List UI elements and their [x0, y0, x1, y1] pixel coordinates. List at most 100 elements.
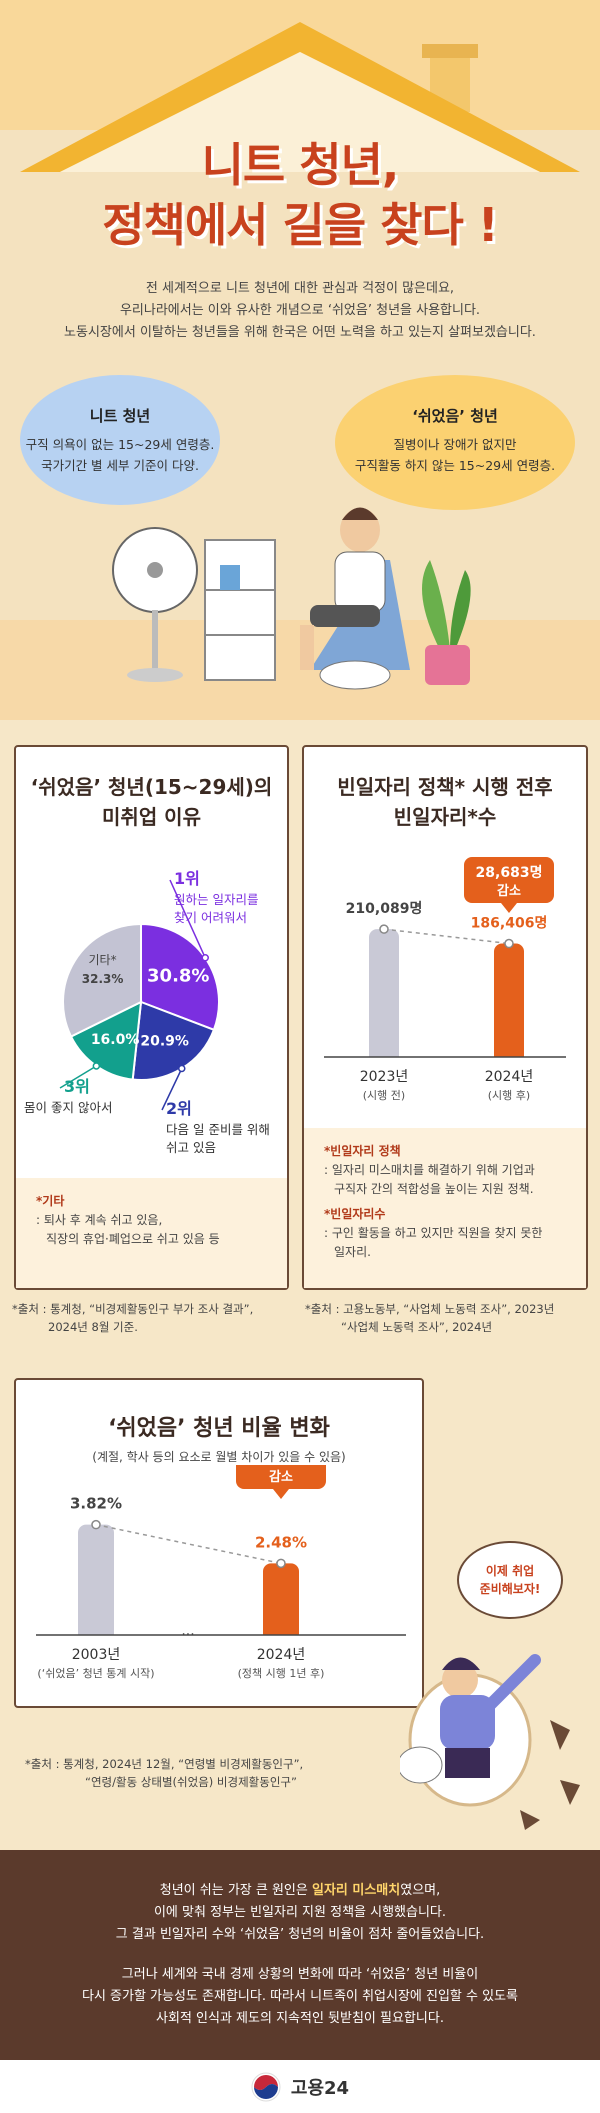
card-title-line: 미취업 이유 — [102, 805, 201, 829]
bar — [494, 943, 524, 1057]
x-tick-sublabel: (정책 시행 1년 후) — [238, 1667, 325, 1680]
category-label: 다음 일 준비를 위해 — [166, 1122, 270, 1137]
summary-text: 이에 맞춰 정부는 빈일자리 지원 정책을 시행했습니다. — [153, 1905, 447, 1920]
logo-bar: 고용24 — [0, 2060, 600, 2113]
speech-bubble: 이제 취업 준비해보자! — [457, 1541, 563, 1619]
slice-category-label: 기타* — [89, 953, 117, 967]
bubble-title: 니트 청년 — [89, 407, 151, 425]
breaking-wall-illustration: 이제 취업 준비해보자! — [400, 1541, 580, 1830]
note-line: 일자리. — [334, 1245, 371, 1259]
category-label: 원하는 일자리를 — [174, 892, 258, 907]
slice-value-label: 30.8% — [147, 965, 209, 986]
note-title: *기타 — [36, 1194, 65, 1208]
summary-text: 사회적 인식과 제도의 지속적인 뒷받침이 필요합니다. — [156, 2011, 444, 2026]
speech-line: 이제 취업 — [486, 1563, 534, 1578]
source-line: 2024년 8월 기준. — [48, 1320, 138, 1334]
intro-line: 노동시장에서 이탈하는 청년들을 위해 한국은 어떤 노력을 하고 있는지 살펴… — [64, 325, 536, 340]
neet-definition-bubble: 니트 청년 구직 의욕이 없는 15~29세 연령층. 국가기간 별 세부 기준… — [20, 375, 220, 505]
ratio-bar-chart: 3.82% 2003년 (‘쉬었음’ 청년 통계 시작) 2.48% 2024년 (정책 … — [36, 1465, 406, 1680]
intro-text: 전 세계적으로 니트 청년에 대한 관심과 걱정이 많은데요, 우리나라에서는 … — [40, 278, 560, 344]
etc-note: *기타 : 퇴사 후 계속 쉬고 있음, 직장의 휴업·폐업으로 쉬고 있음 등 — [16, 1178, 287, 1288]
card-title-line: 빈일자리 정책* 시행 전후 — [337, 775, 553, 799]
intro-line: 우리나라에서는 이와 유사한 개념으로 ‘쉬었음’ 청년을 사용합니다. — [119, 303, 481, 318]
note-line: : 퇴사 후 계속 쉬고 있음, — [36, 1213, 163, 1227]
decrease-badge — [236, 1465, 326, 1489]
summary-paragraph-2: 그러나 세계와 국내 경제 상황의 변화에 따라 ‘쉬었음’ 청년 비율이 다시… — [0, 1964, 600, 2030]
trend-dot — [379, 924, 389, 934]
pie-slice — [62, 922, 142, 1038]
note-title: *빈일자리 정책 — [324, 1144, 401, 1158]
x-tick-label: 2023년 — [360, 1069, 409, 1085]
intro-line: 전 세계적으로 니트 청년에 대한 관심과 걱정이 많은데요, — [145, 281, 455, 296]
bar-base — [369, 1049, 399, 1057]
callout-line — [59, 1065, 97, 1089]
decrease-badge-pointer — [501, 903, 517, 913]
bar-value-label: 3.82% — [70, 1495, 122, 1513]
callout-dot — [178, 1064, 186, 1073]
category-label: 쉬고 있음 — [166, 1140, 216, 1155]
card-title-line: 빈일자리*수 — [393, 805, 497, 829]
source-left: *출처 : 통계청, “비경제활동인구 부가 조사 결과”, 2024년 8월 … — [12, 1300, 297, 1336]
roof-illustration — [20, 22, 580, 172]
x-tick-sublabel: (시행 전) — [363, 1089, 405, 1102]
category-label: 몸이 좋지 않아서 — [24, 1100, 112, 1115]
bar-base — [263, 1627, 299, 1635]
bar-base — [494, 1049, 524, 1057]
summary-text: 그 결과 빈일자리 수와 ‘쉬었음’ 청년의 비율이 점차 줄어들었습니다. — [115, 1927, 485, 1942]
card-subtitle: (계절, 학사 등의 요소로 월별 차이가 있을 수 있음) — [92, 1450, 346, 1464]
title-block: 니트 청년, 정책에서 길을 찾다 ! — [0, 135, 600, 255]
page-title-line2: 정책에서 길을 찾다 ! — [102, 198, 499, 252]
x-tick-label: 2024년 — [257, 1647, 306, 1663]
category-label: 찾기 어려워서 — [174, 910, 247, 925]
callout-line — [169, 879, 206, 959]
trend-line — [383, 928, 510, 945]
source-line: *출처 : 통계청, “비경제활동인구 부가 조사 결과”, — [12, 1302, 254, 1316]
summary-text: 다시 증가할 가능성도 존재합니다. 따라서 니트족이 취업시장에 진입할 수 … — [81, 1989, 518, 2004]
fan-icon — [112, 527, 198, 682]
slice-value-label: 32.3% — [82, 972, 124, 986]
source-third: *출처 : 통계청, 2024년 12월, “연령별 비경제활동인구”, “연령… — [25, 1755, 445, 1791]
summary-text: 였으며, — [400, 1883, 441, 1898]
note-line: : 구인 활동을 하고 있지만 직원을 찾지 못한 — [324, 1226, 543, 1240]
source-right: *출처 : 고용노동부, “사업체 노동력 조사”, 2023년 “사업체 노동… — [305, 1300, 595, 1336]
bubble-title: ‘쉬었음’ 청년 — [412, 407, 498, 425]
bubble-text: 구직 의욕이 없는 15~29세 연령층. — [25, 437, 215, 452]
bar-value-label: 186,406명 — [471, 915, 548, 932]
summary-footer: 청년이 쉬는 가장 큰 원인은 일자리 미스매치였으며, 이에 맞춰 정부는 빈… — [0, 1850, 600, 2060]
decrease-label: 감소 — [269, 1470, 293, 1485]
vacancy-bar-chart: 210,089명 2023년 (시행 전) 186,406명 2024년 (시행 후) 28… — [324, 857, 566, 1102]
trend-dot — [276, 1558, 286, 1569]
card-title-line: ‘쉬었음’ 청년(15~29세)의 — [30, 775, 273, 799]
hero-section: 니트 청년, 정책에서 길을 찾다 ! 전 세계적으로 니트 청년에 대한 관심… — [0, 0, 600, 720]
bar — [263, 1563, 299, 1635]
bar-base — [78, 1627, 114, 1635]
x-tick-sublabel: (‘쉬었음’ 청년 통계 시작) — [37, 1667, 154, 1680]
source-line: “연령/활동 상태별(쉬었음) 비경제활동인구” — [85, 1775, 297, 1789]
summary-text: 청년이 쉬는 가장 큰 원인은 — [159, 1883, 312, 1898]
rested-youth-definition-bubble: ‘쉬었음’ 청년 질병이나 장애가 없지만 구직활동 하지 않는 15~29세 … — [335, 375, 575, 510]
card-title: ‘쉬었음’ 청년 비율 변화 — [108, 1416, 330, 1441]
ratio-change-card: ‘쉬었음’ 청년 비율 변화 (계절, 학사 등의 요소로 월별 차이가 있을 … — [14, 1378, 424, 1708]
rank-label: 1위 — [174, 869, 200, 888]
decrease-badge — [464, 857, 554, 903]
bar — [78, 1524, 114, 1635]
trend-dot — [504, 938, 514, 949]
decrease-badge-pointer — [273, 1489, 289, 1499]
bubble-text: 질병이나 장애가 없지만 — [393, 437, 517, 452]
page-title-line1: 니트 청년, — [201, 138, 400, 192]
x-tick-sublabel: (시행 후) — [488, 1089, 530, 1102]
trend-dot — [91, 1519, 101, 1530]
government-emblem-icon — [251, 2072, 281, 2101]
note-title: *빈일자리수 — [324, 1207, 386, 1221]
decrease-amount: 1.34% — [257, 1465, 306, 1467]
source-line: *출처 : 고용노동부, “사업체 노동력 조사”, 2023년 — [305, 1302, 555, 1316]
source-line: “사업체 노동력 조사”, 2024년 — [341, 1320, 493, 1334]
note-line: : 일자리 미스매치를 해결하기 위해 기업과 — [324, 1163, 535, 1177]
slice-value-label: 20.9% — [140, 1034, 189, 1050]
card-title: 빈일자리 정책* 시행 전후 빈일자리*수 — [304, 747, 586, 832]
decrease-label: 감소 — [497, 884, 521, 899]
x-tick-label: 2003년 — [72, 1647, 121, 1663]
policy-notes: *빈일자리 정책 : 일자리 미스매치를 해결하기 위해 기업과 구직자 간의 … — [304, 1128, 586, 1288]
vacancy-card: 빈일자리 정책* 시행 전후 빈일자리*수 210,089명 2023년 (시행 전… — [302, 745, 588, 1290]
